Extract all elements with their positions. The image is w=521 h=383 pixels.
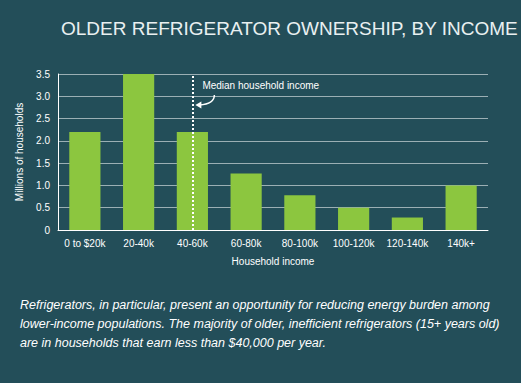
- svg-text:Median household income: Median household income: [202, 80, 319, 91]
- svg-text:0.5: 0.5: [36, 202, 50, 213]
- svg-text:20-40k: 20-40k: [123, 238, 155, 249]
- html-text:Refrigerators, in particular,: Refrigerators, in particular, present an…: [20, 298, 500, 350]
- svg-text:OLDER REFRIGERATOR OWNERSHIP,: OLDER REFRIGERATOR OWNERSHIP, BY INCOME: [61, 18, 518, 39]
- svg-text:2.0: 2.0: [36, 135, 50, 146]
- svg-text:60-80k: 60-80k: [231, 238, 263, 249]
- svg-text:120-140k: 120-140k: [387, 238, 430, 249]
- svg-text:0 to $20k: 0 to $20k: [64, 238, 106, 249]
- svg-text:Millions of households: Millions of households: [14, 103, 25, 201]
- svg-text:1.0: 1.0: [36, 180, 50, 191]
- svg-text:80-100k: 80-100k: [282, 238, 319, 249]
- svg-text:Household income: Household income: [232, 256, 315, 267]
- svg-text:100-120k: 100-120k: [333, 238, 376, 249]
- svg-text:2.5: 2.5: [36, 113, 50, 124]
- svg-text:140k+: 140k+: [447, 238, 475, 249]
- svg-text:3.0: 3.0: [36, 91, 50, 102]
- svg-text:0: 0: [44, 225, 50, 236]
- svg-text:40-60k: 40-60k: [177, 238, 209, 249]
- svg-text:1.5: 1.5: [36, 158, 50, 169]
- svg-text:3.5: 3.5: [36, 69, 50, 80]
